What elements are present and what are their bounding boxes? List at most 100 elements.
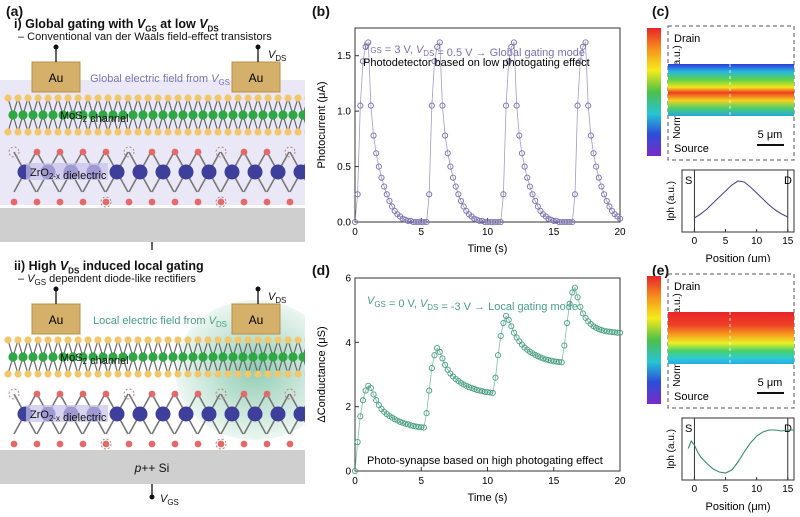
data-point bbox=[426, 387, 433, 394]
sulfur-atom bbox=[224, 336, 232, 344]
molybdenum-atom bbox=[38, 110, 48, 120]
zirconium-atom bbox=[293, 406, 305, 422]
molybdenum-atom bbox=[278, 352, 288, 362]
molybdenum-atom bbox=[88, 352, 98, 362]
oxygen-vacancy bbox=[100, 438, 112, 450]
sulfur-atom bbox=[14, 336, 22, 344]
data-point bbox=[569, 218, 576, 226]
dielectric-label: ZrO2-x dielectric bbox=[30, 409, 107, 424]
profile-x-label: Position (μm) bbox=[705, 253, 770, 262]
x-tick-label: 15 bbox=[548, 476, 560, 487]
oxygen-atom bbox=[194, 148, 202, 156]
data-point bbox=[606, 203, 613, 210]
terminal-right bbox=[255, 44, 261, 50]
part2-subtitle: – VGS dependent diode-like rectifiers bbox=[18, 273, 196, 288]
sulfur-atom bbox=[214, 94, 222, 102]
sulfur-atom bbox=[264, 94, 272, 102]
sulfur-atom bbox=[34, 370, 42, 378]
data-point bbox=[579, 43, 586, 50]
y-axis-label: Photocurrent (μA) bbox=[316, 81, 328, 168]
data-point bbox=[566, 300, 573, 307]
data-point bbox=[460, 203, 467, 210]
data-point bbox=[510, 39, 518, 46]
sulfur-atom bbox=[74, 370, 82, 378]
terminal-left bbox=[53, 44, 59, 50]
sulfur-atom bbox=[294, 94, 302, 102]
terminal-right bbox=[255, 286, 261, 292]
sulfur-atom bbox=[264, 128, 272, 136]
oxygen-atom bbox=[171, 148, 179, 156]
data-point bbox=[495, 352, 502, 359]
oxygen-atom bbox=[286, 198, 294, 206]
oxygen-atom bbox=[33, 148, 41, 156]
sulfur-atom bbox=[64, 94, 72, 102]
data-point bbox=[447, 163, 454, 170]
zirconium-atom bbox=[155, 164, 171, 180]
oxygen-atom bbox=[148, 198, 156, 206]
molybdenum-atom bbox=[158, 352, 168, 362]
oxygen-atom bbox=[217, 440, 225, 448]
x-tick-label: 5 bbox=[723, 236, 729, 247]
oxygen-atom bbox=[194, 440, 202, 448]
x-tick-label: 0 bbox=[352, 227, 358, 238]
data-point bbox=[378, 174, 385, 181]
data-point bbox=[532, 197, 539, 204]
sulfur-atom bbox=[84, 336, 92, 344]
data-point bbox=[434, 43, 441, 50]
molybdenum-atom bbox=[218, 110, 228, 120]
zirconium-atom bbox=[270, 406, 286, 422]
sulfur-atom bbox=[224, 370, 232, 378]
molybdenum-atom bbox=[218, 352, 228, 362]
data-point bbox=[595, 174, 602, 181]
sulfur-atom bbox=[134, 336, 142, 344]
data-point bbox=[577, 58, 584, 65]
sulfur-atom bbox=[114, 336, 122, 344]
oxygen-atom bbox=[33, 440, 41, 448]
oxygen-atom bbox=[56, 440, 64, 448]
data-point bbox=[598, 183, 605, 190]
molybdenum-atom bbox=[268, 110, 278, 120]
global-field-glow bbox=[0, 80, 305, 205]
sulfur-atom bbox=[124, 128, 132, 136]
oxygen-atom bbox=[217, 198, 225, 206]
scalebar-label: 5 μm bbox=[758, 377, 783, 389]
data-point bbox=[457, 197, 465, 204]
sulfur-atom bbox=[184, 370, 192, 378]
substrate bbox=[0, 208, 305, 242]
condition-label-d: VGS = 0 V, VDS = -3 V → Local gating mod… bbox=[367, 295, 578, 313]
molybdenum-atom bbox=[188, 352, 198, 362]
oxygen-atom bbox=[171, 390, 179, 398]
sulfur-atom bbox=[194, 94, 202, 102]
molybdenum-atom bbox=[58, 110, 68, 120]
sulfur-atom bbox=[174, 128, 182, 136]
data-point bbox=[616, 329, 624, 336]
sulfur-atom bbox=[64, 128, 72, 136]
sulfur-atom bbox=[204, 94, 212, 102]
data-point bbox=[524, 174, 531, 181]
condition-label-b: VGS = 3 V, VDS = 0.5 V → Global gating m… bbox=[363, 41, 585, 59]
molybdenum-atom bbox=[98, 352, 108, 362]
data-point bbox=[359, 397, 367, 404]
colorbar bbox=[647, 28, 661, 156]
data-point bbox=[439, 102, 446, 109]
x-tick-label: 10 bbox=[751, 236, 763, 247]
data-point bbox=[351, 467, 359, 475]
sulfur-atom bbox=[194, 370, 202, 378]
data-point bbox=[362, 43, 369, 50]
oxygen-atom bbox=[171, 440, 179, 448]
oxygen-atom bbox=[148, 148, 156, 156]
substrate-label: p++ Si bbox=[134, 461, 170, 475]
sulfur-atom bbox=[44, 370, 52, 378]
vds-label: VDS bbox=[268, 49, 286, 63]
oxygen-atom bbox=[33, 390, 41, 398]
x-tick-label: 10 bbox=[751, 484, 763, 495]
data-point bbox=[365, 39, 372, 46]
oxygen-atom bbox=[194, 198, 202, 206]
data-point bbox=[404, 421, 412, 428]
sulfur-atom bbox=[174, 94, 182, 102]
data-point bbox=[526, 183, 533, 190]
sulfur-atom bbox=[194, 128, 202, 136]
sulfur-atom bbox=[204, 370, 212, 378]
oxygen-vacancy bbox=[284, 388, 296, 400]
